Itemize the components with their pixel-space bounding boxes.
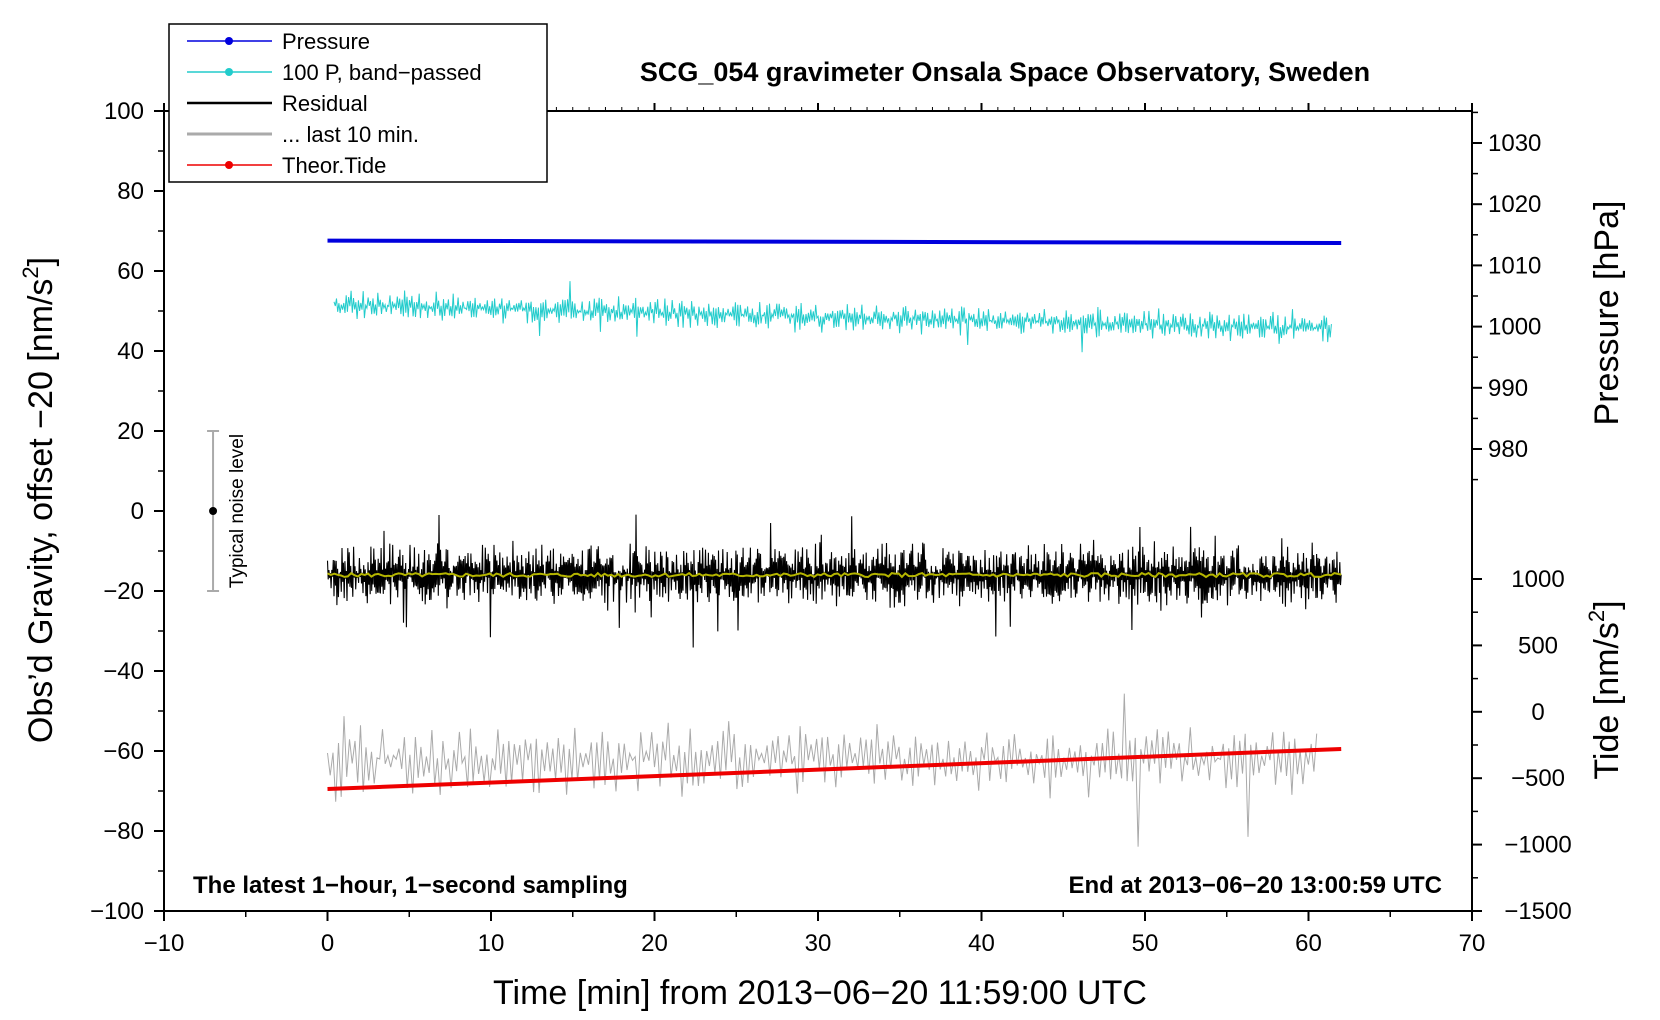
y-tick-label: −60 xyxy=(103,738,144,765)
pressure-axis-label: Pressure [hPa] xyxy=(1588,201,1626,426)
legend-label: Residual xyxy=(282,91,368,116)
x-tick-label: 60 xyxy=(1295,930,1322,957)
tide-tick-label: −1500 xyxy=(1504,898,1571,925)
y-tick-label: −40 xyxy=(103,658,144,685)
chart-title: SCG_054 gravimeter Onsala Space Observat… xyxy=(640,57,1370,87)
tide-tick-label: 1000 xyxy=(1511,566,1564,593)
noise-bar: Typical noise level xyxy=(207,430,248,592)
y-tick-label: 0 xyxy=(131,498,144,525)
pressure-tick-label: 1020 xyxy=(1488,191,1541,218)
series-theor-tide xyxy=(327,747,1342,791)
x-tick-label: 30 xyxy=(805,930,832,957)
end-time-annotation: End at 2013−06−20 13:00:59 UTC xyxy=(1068,872,1442,899)
series-pressure xyxy=(327,238,1342,245)
pressure-tick-label: 990 xyxy=(1488,375,1528,402)
tide-tick-label: −500 xyxy=(1511,765,1565,792)
pressure-tick-label: 1000 xyxy=(1488,314,1541,341)
x-tick-label: 10 xyxy=(478,930,505,957)
tide-tick-label: 500 xyxy=(1518,632,1558,659)
y-tick-label: −20 xyxy=(103,578,144,605)
y-tick-label: −80 xyxy=(103,818,144,845)
pressure-tick-label: 980 xyxy=(1488,436,1528,463)
y-tick-label: 40 xyxy=(117,338,144,365)
series-layer xyxy=(326,238,1342,847)
y-tick-label: 80 xyxy=(117,178,144,205)
legend-marker xyxy=(225,68,233,76)
pressure-tick-label: 1010 xyxy=(1488,252,1541,279)
legend-label: 100 P, band−passed xyxy=(282,60,482,85)
tide-axis-label: Tide [nm/s2] xyxy=(1584,600,1626,779)
legend-label: ... last 10 min. xyxy=(282,122,419,147)
x-tick-label: 50 xyxy=(1132,930,1159,957)
series-100-p-band-passed xyxy=(333,281,1332,353)
legend: Pressure 100 P, band−passed Residual ... la… xyxy=(168,23,548,183)
legend-marker xyxy=(225,37,233,45)
tide-tick-label: −1000 xyxy=(1504,832,1571,859)
x-tick-label: 70 xyxy=(1459,930,1486,957)
series-residual-smoothed xyxy=(327,571,1342,579)
y-tick-label: 60 xyxy=(117,258,144,285)
y-tick-label: 20 xyxy=(117,418,144,445)
legend-marker xyxy=(225,161,233,169)
y-axis-label: Obs’d Gravity, offset −20 [nm/s2] xyxy=(18,257,60,743)
series-residual xyxy=(326,514,1342,648)
pressure-tick-label: 1030 xyxy=(1488,130,1541,157)
noise-bar-center-dot xyxy=(209,507,218,515)
x-tick-label: −10 xyxy=(144,930,185,957)
sampling-annotation: The latest 1−hour, 1−second sampling xyxy=(193,872,628,899)
y-tick-label: 100 xyxy=(104,98,144,125)
x-tick-label: 20 xyxy=(641,930,668,957)
legend-label: Theor.Tide xyxy=(282,153,386,178)
noise-bar-label: Typical noise level xyxy=(227,434,248,588)
y-tick-label: −100 xyxy=(90,898,144,925)
x-tick-label: 0 xyxy=(321,930,334,957)
x-tick-label: 40 xyxy=(968,930,995,957)
series--last-10-min- xyxy=(327,693,1318,847)
x-axis-label: Time [min] from 2013−06−20 11:59:00 UTC xyxy=(493,974,1147,1012)
tide-tick-label: 0 xyxy=(1531,699,1544,726)
axis-ticks: −10 0 10 20 30 40 50 60 70100806040200−20−40−60−… xyxy=(90,98,1572,957)
legend-label: Pressure xyxy=(282,29,370,54)
